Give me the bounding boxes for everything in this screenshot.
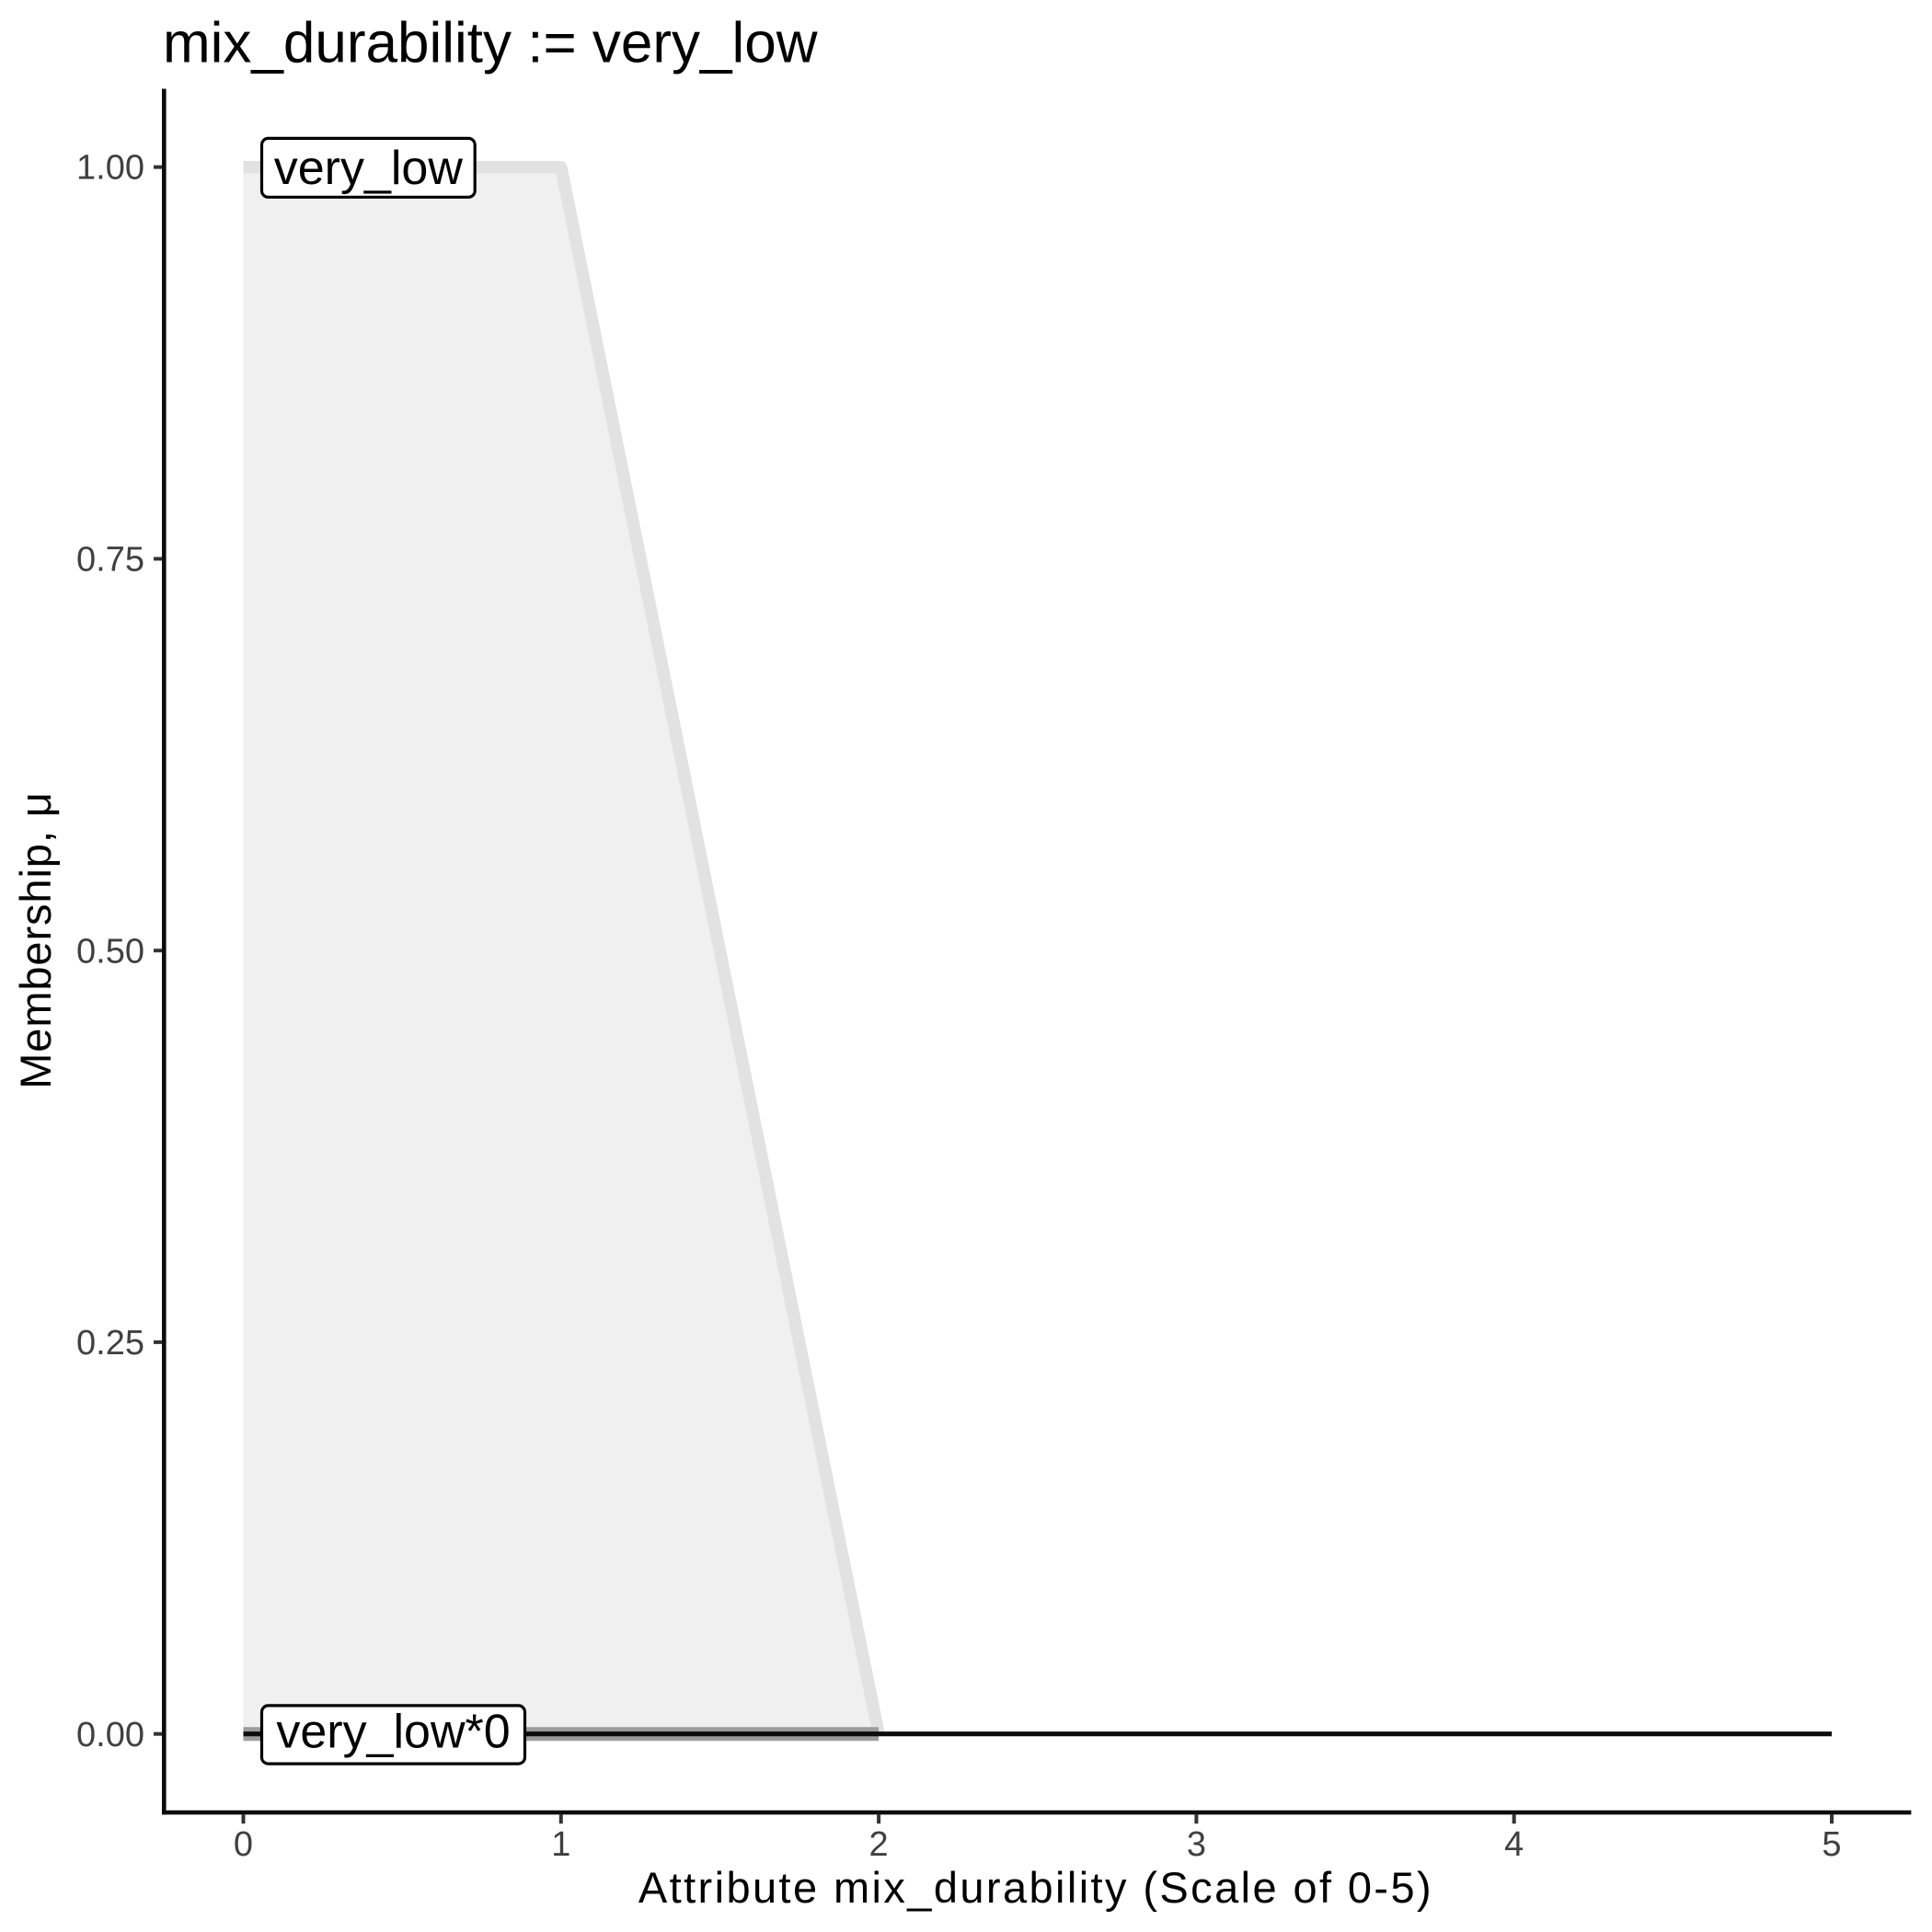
- svg-text:0: 0: [234, 1825, 253, 1864]
- svg-text:5: 5: [1822, 1825, 1841, 1864]
- svg-text:0.50: 0.50: [76, 932, 144, 971]
- svg-text:0.75: 0.75: [76, 541, 144, 580]
- svg-text:Membership, μ: Membership, μ: [11, 791, 60, 1089]
- svg-text:Attribute mix_durability (Scal: Attribute mix_durability (Scale of 0-5): [638, 1863, 1433, 1912]
- svg-text:0.00: 0.00: [76, 1716, 144, 1754]
- svg-text:1.00: 1.00: [76, 149, 144, 188]
- svg-text:4: 4: [1504, 1825, 1524, 1864]
- svg-text:very_low*0: very_low*0: [276, 1706, 510, 1759]
- svg-text:3: 3: [1187, 1825, 1206, 1864]
- svg-text:very_low: very_low: [274, 142, 464, 195]
- svg-text:0.25: 0.25: [76, 1324, 144, 1363]
- svg-text:mix_durability := very_low: mix_durability := very_low: [163, 12, 818, 75]
- svg-text:1: 1: [551, 1825, 570, 1864]
- svg-text:2: 2: [869, 1825, 889, 1864]
